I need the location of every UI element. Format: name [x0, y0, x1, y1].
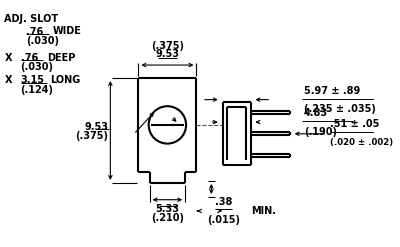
- Text: (.235 ± .035): (.235 ± .035): [304, 104, 376, 114]
- Text: 9.53: 9.53: [155, 49, 179, 60]
- Text: .76: .76: [20, 53, 38, 63]
- Text: (.020 ± .002): (.020 ± .002): [330, 139, 393, 147]
- Text: (.375): (.375): [76, 131, 108, 141]
- Text: (.210): (.210): [151, 213, 184, 223]
- Text: MIN.: MIN.: [252, 206, 276, 216]
- Text: X: X: [5, 53, 12, 63]
- Text: .51 ± .05: .51 ± .05: [330, 119, 380, 129]
- Text: (.190): (.190): [304, 127, 337, 137]
- Text: (.030): (.030): [26, 36, 59, 46]
- Text: 3.15: 3.15: [20, 75, 44, 85]
- Text: (.375): (.375): [151, 41, 184, 51]
- Text: (.015): (.015): [207, 215, 240, 225]
- Text: 5.33: 5.33: [155, 204, 179, 214]
- Text: X: X: [5, 75, 12, 85]
- Text: ADJ. SLOT: ADJ. SLOT: [4, 14, 58, 24]
- Text: DEEP: DEEP: [47, 53, 75, 62]
- Text: (.124): (.124): [20, 85, 54, 95]
- Text: LONG: LONG: [50, 75, 81, 85]
- Text: 9.53: 9.53: [84, 122, 108, 132]
- Text: .76: .76: [26, 27, 44, 37]
- Text: WIDE: WIDE: [52, 26, 81, 36]
- Text: 5.97 ± .89: 5.97 ± .89: [304, 86, 360, 96]
- Text: .38: .38: [215, 197, 232, 207]
- Text: (.030): (.030): [20, 62, 54, 72]
- Text: 4.83: 4.83: [304, 108, 328, 118]
